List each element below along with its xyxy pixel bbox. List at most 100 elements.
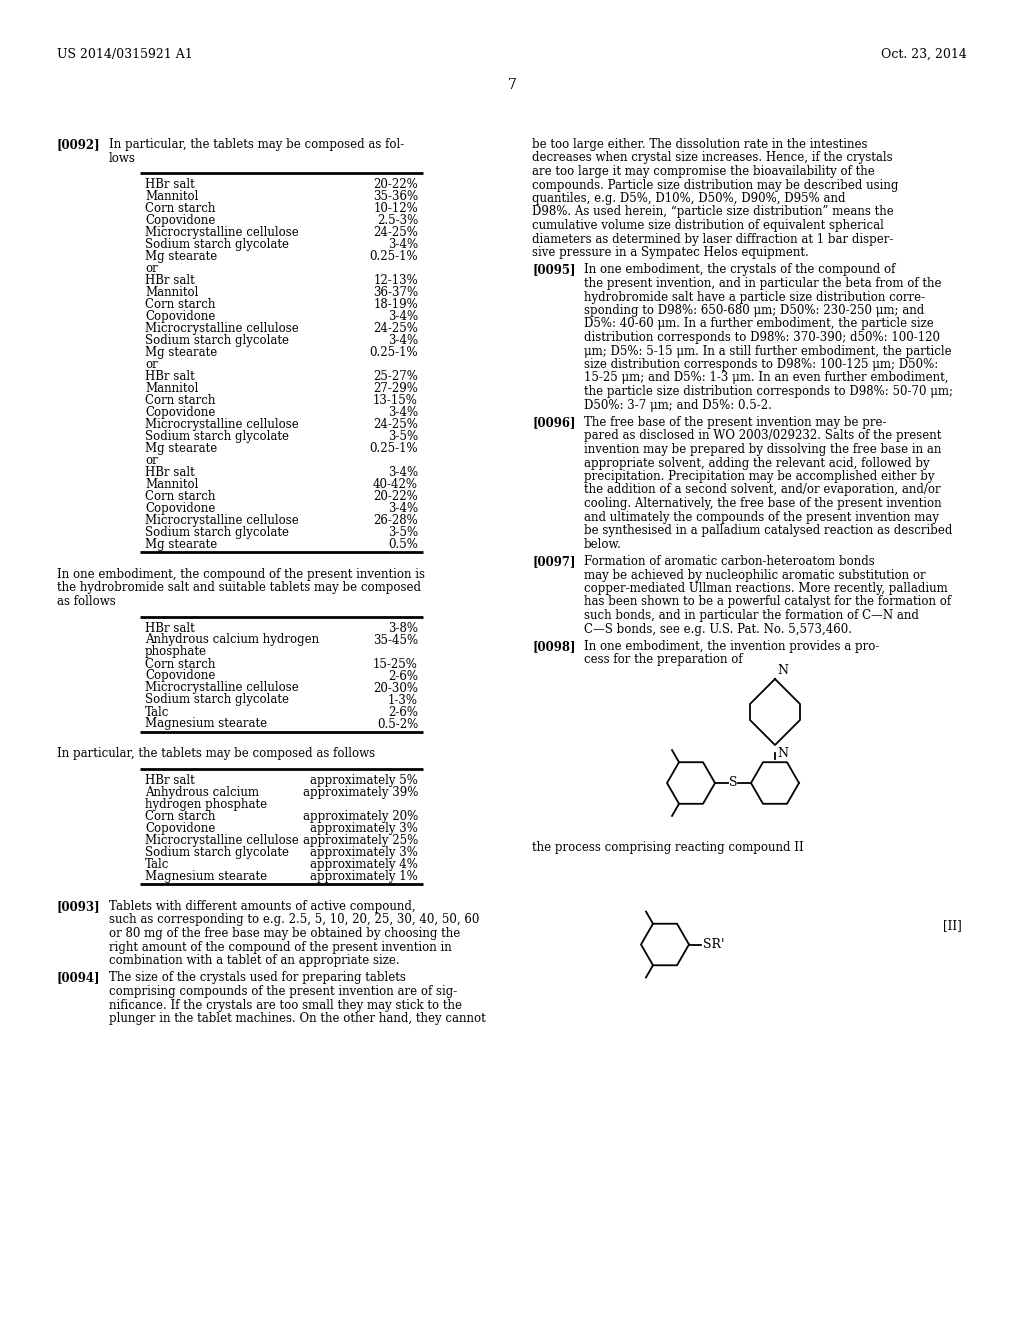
Text: In particular, the tablets may be composed as fol-: In particular, the tablets may be compos… (109, 139, 404, 150)
Text: 0.25-1%: 0.25-1% (370, 346, 418, 359)
Text: [0097]: [0097] (532, 554, 575, 568)
Text: 0.25-1%: 0.25-1% (370, 249, 418, 263)
Text: S: S (729, 776, 737, 789)
Text: Corn starch: Corn starch (145, 657, 215, 671)
Text: Microcrystalline cellulose: Microcrystalline cellulose (145, 681, 299, 694)
Text: 24-25%: 24-25% (373, 226, 418, 239)
Text: 27-29%: 27-29% (373, 381, 418, 395)
Text: Copovidone: Copovidone (145, 502, 215, 515)
Text: approximately 3%: approximately 3% (310, 822, 418, 836)
Text: Corn starch: Corn starch (145, 298, 215, 312)
Text: μm; D5%: 5-15 μm. In a still further embodiment, the particle: μm; D5%: 5-15 μm. In a still further emb… (584, 345, 951, 358)
Text: 13-15%: 13-15% (373, 393, 418, 407)
Text: Mannitol: Mannitol (145, 190, 199, 203)
Text: Microcrystalline cellulose: Microcrystalline cellulose (145, 322, 299, 335)
Text: or: or (145, 358, 158, 371)
Text: SR': SR' (703, 939, 725, 950)
Text: Microcrystalline cellulose: Microcrystalline cellulose (145, 834, 299, 847)
Text: cumulative volume size distribution of equivalent spherical: cumulative volume size distribution of e… (532, 219, 884, 232)
Text: size distribution corresponds to D98%: 100-125 μm; D50%:: size distribution corresponds to D98%: 1… (584, 358, 938, 371)
Text: 0.5-2%: 0.5-2% (377, 718, 418, 730)
Text: 40-42%: 40-42% (373, 478, 418, 491)
Text: may be achieved by nucleophilic aromatic substitution or: may be achieved by nucleophilic aromatic… (584, 569, 926, 582)
Text: Mg stearate: Mg stearate (145, 539, 217, 550)
Text: 3-4%: 3-4% (388, 502, 418, 515)
Text: 35-45%: 35-45% (373, 634, 418, 647)
Text: Sodium starch glycolate: Sodium starch glycolate (145, 238, 289, 251)
Text: copper-mediated Ullman reactions. More recently, palladium: copper-mediated Ullman reactions. More r… (584, 582, 948, 595)
Text: as follows: as follows (57, 595, 116, 609)
Text: below.: below. (584, 537, 622, 550)
Text: [0096]: [0096] (532, 416, 575, 429)
Text: Copovidone: Copovidone (145, 214, 215, 227)
Text: 15-25 μm; and D5%: 1-3 μm. In an even further embodiment,: 15-25 μm; and D5%: 1-3 μm. In an even fu… (584, 371, 948, 384)
Text: Sodium starch glycolate: Sodium starch glycolate (145, 846, 289, 859)
Text: and ultimately the compounds of the present invention may: and ultimately the compounds of the pres… (584, 511, 939, 524)
Text: [II]: [II] (943, 920, 962, 932)
Text: US 2014/0315921 A1: US 2014/0315921 A1 (57, 48, 193, 61)
Text: right amount of the compound of the present invention in: right amount of the compound of the pres… (109, 940, 452, 953)
Text: HBr salt: HBr salt (145, 774, 195, 787)
Text: D98%. As used herein, “particle size distribution” means the: D98%. As used herein, “particle size dis… (532, 206, 894, 219)
Text: 7: 7 (508, 78, 516, 92)
Text: 26-28%: 26-28% (374, 513, 418, 527)
Text: Talc: Talc (145, 858, 169, 871)
Text: 25-27%: 25-27% (373, 370, 418, 383)
Text: N: N (777, 747, 788, 760)
Text: appropriate solvent, adding the relevant acid, followed by: appropriate solvent, adding the relevant… (584, 457, 930, 470)
Text: In particular, the tablets may be composed as follows: In particular, the tablets may be compos… (57, 747, 375, 760)
Text: plunger in the tablet machines. On the other hand, they cannot: plunger in the tablet machines. On the o… (109, 1012, 485, 1026)
Text: HBr salt: HBr salt (145, 275, 195, 286)
Text: 35-36%: 35-36% (373, 190, 418, 203)
Text: Mg stearate: Mg stearate (145, 346, 217, 359)
Text: 3-4%: 3-4% (388, 310, 418, 323)
Text: [0098]: [0098] (532, 640, 575, 653)
Text: has been shown to be a powerful catalyst for the formation of: has been shown to be a powerful catalyst… (584, 595, 951, 609)
Text: lows: lows (109, 152, 136, 165)
Text: Tablets with different amounts of active compound,: Tablets with different amounts of active… (109, 900, 416, 913)
Text: 2-6%: 2-6% (388, 705, 418, 718)
Text: Mannitol: Mannitol (145, 478, 199, 491)
Text: 24-25%: 24-25% (373, 418, 418, 432)
Text: Mannitol: Mannitol (145, 381, 199, 395)
Text: sive pressure in a Sympatec Helos equipment.: sive pressure in a Sympatec Helos equipm… (532, 246, 809, 259)
Text: cess for the preparation of: cess for the preparation of (584, 653, 742, 667)
Text: be too large either. The dissolution rate in the intestines: be too large either. The dissolution rat… (532, 139, 867, 150)
Text: 3-4%: 3-4% (388, 334, 418, 347)
Text: 12-13%: 12-13% (374, 275, 418, 286)
Text: quantiles, e.g. D5%, D10%, D50%, D90%, D95% and: quantiles, e.g. D5%, D10%, D50%, D90%, D… (532, 191, 846, 205)
Text: nificance. If the crystals are too small they may stick to the: nificance. If the crystals are too small… (109, 998, 462, 1011)
Text: or: or (145, 454, 158, 467)
Text: Formation of aromatic carbon-heteroatom bonds: Formation of aromatic carbon-heteroatom … (584, 554, 874, 568)
Text: 18-19%: 18-19% (374, 298, 418, 312)
Text: the particle size distribution corresponds to D98%: 50-70 μm;: the particle size distribution correspon… (584, 385, 953, 399)
Text: Copovidone: Copovidone (145, 822, 215, 836)
Text: approximately 1%: approximately 1% (310, 870, 418, 883)
Text: 3-4%: 3-4% (388, 407, 418, 418)
Text: [0095]: [0095] (532, 264, 575, 276)
Text: Oct. 23, 2014: Oct. 23, 2014 (881, 48, 967, 61)
Text: comprising compounds of the present invention are of sig-: comprising compounds of the present inve… (109, 985, 458, 998)
Text: Corn starch: Corn starch (145, 810, 215, 822)
Text: 20-30%: 20-30% (373, 681, 418, 694)
Text: 10-12%: 10-12% (374, 202, 418, 215)
Text: compounds. Particle size distribution may be described using: compounds. Particle size distribution ma… (532, 178, 898, 191)
Text: approximately 4%: approximately 4% (310, 858, 418, 871)
Text: or 80 mg of the free base may be obtained by choosing the: or 80 mg of the free base may be obtaine… (109, 927, 460, 940)
Text: diameters as determined by laser diffraction at 1 bar disper-: diameters as determined by laser diffrac… (532, 232, 893, 246)
Text: [0093]: [0093] (57, 900, 100, 913)
Text: C—S bonds, see e.g. U.S. Pat. No. 5,573,460.: C—S bonds, see e.g. U.S. Pat. No. 5,573,… (584, 623, 852, 635)
Text: approximately 3%: approximately 3% (310, 846, 418, 859)
Text: the present invention, and in particular the beta from of the: the present invention, and in particular… (584, 277, 941, 290)
Text: 2-6%: 2-6% (388, 669, 418, 682)
Text: sponding to D98%: 650-680 μm; D50%: 230-250 μm; and: sponding to D98%: 650-680 μm; D50%: 230-… (584, 304, 925, 317)
Text: 0.5%: 0.5% (388, 539, 418, 550)
Text: invention may be prepared by dissolving the free base in an: invention may be prepared by dissolving … (584, 444, 941, 455)
Text: pared as disclosed in WO 2003/029232. Salts of the present: pared as disclosed in WO 2003/029232. Sa… (584, 429, 941, 442)
Text: 3-4%: 3-4% (388, 466, 418, 479)
Text: Microcrystalline cellulose: Microcrystalline cellulose (145, 418, 299, 432)
Text: 3-4%: 3-4% (388, 238, 418, 251)
Text: Copovidone: Copovidone (145, 669, 215, 682)
Text: phosphate: phosphate (145, 645, 207, 659)
Text: the addition of a second solvent, and/or evaporation, and/or: the addition of a second solvent, and/or… (584, 483, 941, 496)
